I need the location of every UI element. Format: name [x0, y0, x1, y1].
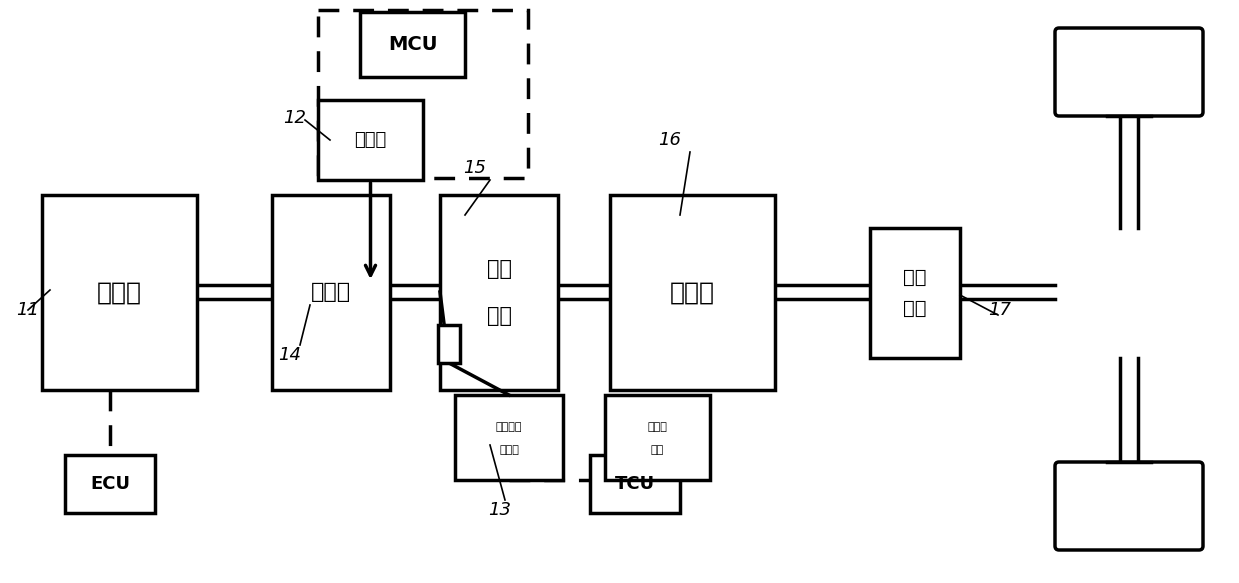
Text: 行机构: 行机构 [499, 445, 519, 455]
Text: 17: 17 [989, 301, 1011, 319]
Text: 电机: 电机 [487, 306, 512, 326]
Text: 11: 11 [16, 301, 40, 319]
Bar [610, 195, 776, 390]
Text: 发动机: 发动机 [97, 280, 142, 304]
Text: 选换档: 选换档 [648, 422, 668, 433]
Text: 离合器执: 离合器执 [496, 422, 523, 433]
Text: 发电机: 发电机 [311, 283, 351, 303]
Text: 驱动: 驱动 [487, 259, 512, 279]
Bar [870, 228, 960, 358]
Bar [273, 195, 390, 390]
Bar [318, 100, 422, 180]
Text: 14: 14 [279, 346, 301, 364]
Text: 主减: 主减 [903, 268, 927, 287]
Text: 速器: 速器 [903, 299, 927, 318]
FancyBboxPatch shape [1054, 462, 1203, 550]
Text: TCU: TCU [615, 475, 655, 493]
Text: MCU: MCU [388, 35, 437, 54]
Text: 15: 15 [463, 159, 487, 177]
Bar [318, 10, 528, 178]
Text: 变速箱: 变速箱 [670, 280, 715, 304]
Bar [42, 195, 197, 390]
Text: 12: 12 [284, 109, 306, 127]
Text: 16: 16 [658, 131, 681, 149]
Text: ECU: ECU [90, 475, 130, 493]
Text: 13: 13 [488, 501, 512, 519]
Bar [590, 455, 680, 513]
Bar [605, 395, 710, 480]
FancyBboxPatch shape [1054, 28, 1203, 116]
Text: 离合器: 离合器 [354, 131, 387, 149]
Bar [361, 12, 465, 77]
Text: 机构: 机构 [650, 445, 664, 455]
Bar [455, 395, 563, 480]
Bar [440, 195, 558, 390]
Bar [64, 455, 155, 513]
Bar [439, 325, 460, 363]
